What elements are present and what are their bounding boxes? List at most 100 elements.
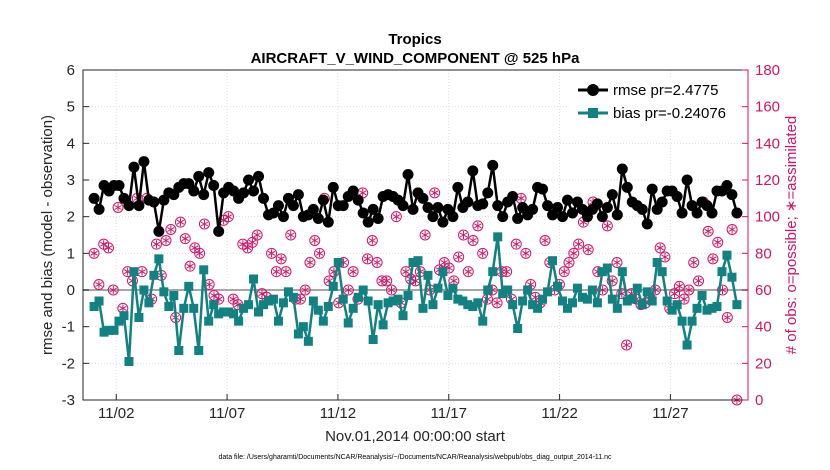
- rmse-point: [561, 194, 573, 206]
- rmse-point: [731, 207, 743, 219]
- bias-point: [543, 287, 553, 297]
- obs-assimilated-marker: [709, 254, 717, 263]
- obs-assimilated-marker: [186, 262, 194, 271]
- rmse-point: [357, 207, 369, 219]
- bias-point: [617, 267, 627, 277]
- bias-point: [273, 316, 283, 326]
- bias-point: [548, 256, 558, 266]
- obs-possible-marker: [251, 229, 263, 241]
- obs-possible-marker: [419, 229, 431, 241]
- bias-point: [672, 300, 682, 310]
- bias-point: [727, 272, 737, 282]
- rmse-point: [721, 180, 733, 191]
- obs-assimilated-marker: [622, 341, 631, 349]
- bias-point: [219, 307, 229, 317]
- bias-point: [513, 324, 523, 333]
- obs-assimilated-marker: [690, 258, 698, 267]
- rmse-point: [277, 211, 289, 223]
- obs-possible-marker: [558, 266, 570, 278]
- bias-point: [313, 305, 323, 315]
- rmse-point: [188, 185, 200, 197]
- rmse-point: [337, 200, 349, 212]
- obs-assimilated-marker: [464, 267, 472, 276]
- obs-assimilated-marker: [440, 258, 448, 267]
- obs-possible-marker: [107, 284, 119, 296]
- obs-assimilated-marker: [315, 249, 324, 258]
- bias-point: [169, 291, 179, 300]
- rmse-point: [512, 213, 524, 224]
- obs-assimilated-marker: [277, 254, 285, 263]
- obs-assimilated-marker: [392, 212, 401, 221]
- obs-possible-marker: [683, 284, 695, 296]
- y-tick-label: 3: [67, 172, 75, 189]
- rmse-point: [258, 192, 270, 204]
- bias-point: [104, 325, 114, 335]
- bias-point: [204, 316, 214, 326]
- obs-assimilated-marker: [287, 231, 295, 239]
- bias-point: [508, 300, 518, 310]
- obs-assimilated-marker: [493, 298, 501, 307]
- y-tick-label: -3: [62, 392, 75, 409]
- chart-subtitle: AIRCRAFT_V_WIND_COMPONENT @ 525 hPa: [251, 50, 581, 67]
- rmse-point: [427, 211, 439, 223]
- rmse-point: [606, 189, 618, 201]
- obs-assimilated-marker: [675, 282, 684, 291]
- obs-possible-marker: [198, 218, 210, 230]
- bias-point: [254, 307, 264, 317]
- obs-assimilated-marker: [565, 258, 573, 267]
- bias-point: [602, 263, 612, 273]
- rmse-point: [253, 170, 265, 182]
- y-tick-label: 5: [67, 99, 75, 116]
- obs-assimilated-marker: [239, 240, 247, 249]
- rmse-point: [208, 180, 220, 191]
- obs-assimilated-marker: [574, 240, 583, 249]
- y-axis-right-label: # of obs: o=possible; ∗=assimilated: [783, 116, 800, 355]
- bias-point: [358, 285, 368, 295]
- obs-possible-marker: [453, 251, 465, 263]
- rmse-point: [681, 174, 693, 186]
- obs-possible-marker: [275, 253, 287, 265]
- rmse-point: [312, 213, 324, 224]
- rmse-point: [552, 202, 564, 213]
- obs-possible-marker: [309, 235, 321, 246]
- bias-point: [209, 300, 219, 310]
- rmse-point: [671, 191, 683, 202]
- rmse-point: [88, 192, 100, 204]
- bias-point: [149, 270, 159, 280]
- bias-point: [308, 296, 318, 306]
- rmse-point: [492, 200, 504, 212]
- obs-assimilated-marker: [603, 221, 612, 230]
- obs-assimilated-marker: [272, 267, 281, 276]
- obs-assimilated-marker: [359, 188, 367, 197]
- obs-possible-marker: [582, 244, 594, 256]
- rmse-point: [542, 200, 554, 212]
- rmse-point: [726, 189, 738, 201]
- rmse-point: [616, 163, 628, 175]
- obs-possible-marker: [299, 284, 311, 296]
- bias-point: [199, 265, 209, 275]
- obs-possible-marker: [563, 257, 575, 268]
- rmse-point: [327, 181, 339, 193]
- bias-point: [398, 311, 408, 321]
- bias-point: [154, 254, 164, 264]
- bias-point: [338, 294, 348, 304]
- obs-possible-marker: [194, 247, 206, 259]
- bias-point: [383, 298, 393, 308]
- bias-point: [298, 322, 308, 332]
- rmse-point: [432, 202, 444, 213]
- bias-point: [194, 346, 204, 355]
- obs-possible-marker: [654, 242, 666, 254]
- rmse-point: [636, 203, 648, 215]
- bias-point: [179, 303, 189, 313]
- bias-point: [572, 283, 582, 293]
- obs-possible-marker: [285, 229, 297, 241]
- bias-point: [318, 316, 328, 326]
- obs-possible-marker: [462, 266, 474, 278]
- obs-assimilated-marker: [474, 221, 482, 230]
- obs-assimilated-marker: [704, 227, 712, 236]
- rmse-point: [402, 169, 414, 180]
- obs-assimilated-marker: [104, 243, 113, 252]
- obs-possible-marker: [606, 275, 618, 287]
- bias-point: [353, 292, 363, 302]
